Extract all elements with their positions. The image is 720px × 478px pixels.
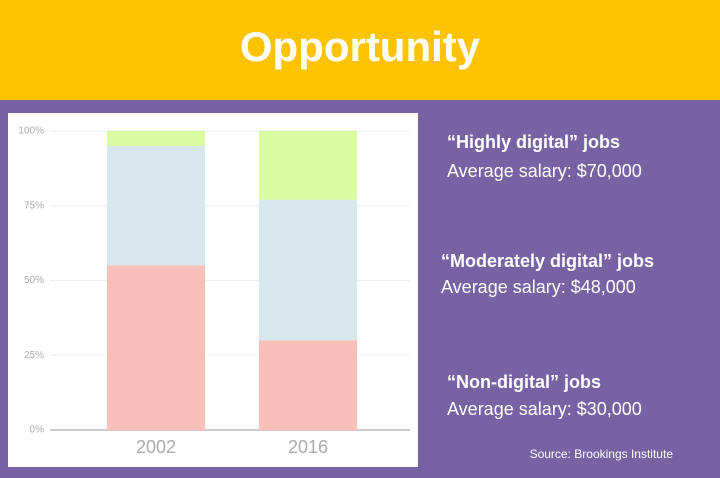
bar-segment: [259, 199, 357, 341]
y-tick-label: 0%: [30, 425, 45, 436]
series-salary: Average salary: $70,000: [447, 161, 642, 181]
series-label: “Moderately digital” jobs: [441, 251, 654, 271]
bar-segment: [107, 265, 205, 430]
series-salary: Average salary: $30,000: [447, 399, 642, 419]
series-label: “Non-digital” jobs: [447, 372, 601, 392]
header-band: [0, 0, 720, 100]
series-label: “Highly digital” jobs: [447, 132, 620, 152]
y-tick-label: 50%: [24, 275, 44, 286]
y-tick-label: 75%: [24, 200, 44, 211]
bar-segment: [259, 340, 357, 430]
bar-segment: [259, 131, 357, 200]
slide-title: Opportunity: [240, 23, 481, 70]
y-tick-label: 25%: [24, 350, 44, 361]
bar-segment: [107, 131, 205, 146]
series-salary: Average salary: $48,000: [441, 277, 636, 297]
x-tick-label: 2016: [288, 437, 328, 457]
source: Source: Brookings Institute: [530, 447, 674, 461]
y-tick-label: 100%: [18, 126, 44, 137]
x-tick-label: 2002: [136, 437, 176, 457]
bar-segment: [107, 145, 205, 266]
